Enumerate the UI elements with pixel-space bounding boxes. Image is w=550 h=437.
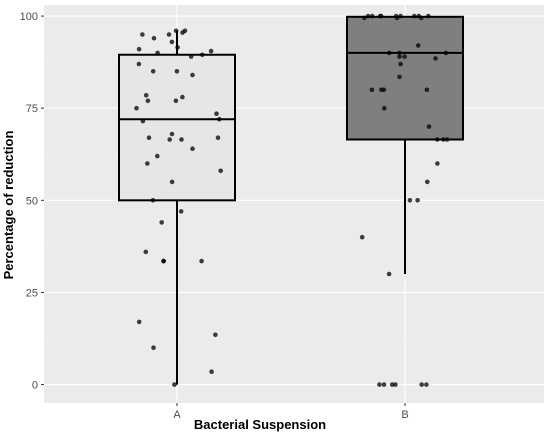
data-point: [435, 161, 440, 166]
data-point: [389, 382, 395, 387]
data-point: [377, 13, 383, 19]
data-point: [173, 28, 179, 34]
data-point: [169, 39, 175, 45]
data-point: [377, 382, 382, 387]
data-point: [397, 54, 402, 59]
data-point: [151, 345, 156, 351]
data-point: [145, 98, 151, 104]
data-point: [402, 54, 407, 59]
data-point: [386, 50, 392, 56]
data-point: [425, 179, 430, 185]
data-point: [382, 105, 387, 111]
data-point: [159, 220, 164, 225]
data-point: [136, 46, 142, 52]
data-point: [419, 15, 424, 21]
y-tick-label: 50: [26, 195, 38, 207]
jitter-points-layer: [134, 13, 450, 387]
data-point: [217, 116, 222, 122]
data-point: [169, 179, 175, 185]
data-point: [151, 35, 157, 41]
data-point: [143, 93, 149, 98]
data-point: [146, 135, 152, 140]
data-point: [441, 137, 446, 142]
data-point: [407, 198, 413, 203]
data-point: [167, 137, 172, 142]
data-point: [426, 124, 432, 129]
data-point: [143, 249, 149, 255]
data-point: [398, 13, 403, 19]
data-point: [172, 382, 177, 387]
data-point: [386, 271, 392, 277]
data-point: [362, 15, 367, 21]
data-point: [161, 258, 166, 264]
x-tick-label: B: [401, 409, 408, 421]
data-point: [415, 43, 421, 48]
box-B: [346, 15, 464, 141]
y-tick-label: 100: [20, 11, 38, 23]
box-A: [118, 53, 236, 202]
data-point: [178, 209, 184, 214]
data-point: [169, 131, 175, 137]
data-point: [150, 69, 156, 74]
data-point: [190, 146, 195, 151]
data-point: [180, 94, 185, 100]
data-point: [444, 137, 450, 142]
data-point: [397, 74, 402, 80]
data-point: [190, 72, 195, 78]
data-point: [150, 198, 156, 203]
data-point: [419, 382, 425, 387]
data-point: [365, 13, 371, 19]
data-point: [174, 69, 180, 74]
data-point: [145, 161, 150, 166]
data-point: [136, 61, 142, 67]
data-point: [188, 54, 194, 59]
data-point: [179, 137, 184, 142]
data-point: [381, 382, 387, 387]
data-point: [140, 32, 145, 37]
data-point: [173, 98, 179, 104]
data-point: [208, 48, 214, 54]
x-tick-label: A: [173, 409, 181, 421]
data-point: [218, 168, 223, 174]
data-point: [379, 87, 384, 93]
x-axis-title: Bacterial Suspension: [194, 417, 326, 432]
data-point: [433, 56, 438, 61]
data-point: [199, 258, 204, 264]
data-point: [443, 50, 449, 56]
data-point: [175, 45, 180, 50]
data-point: [136, 319, 142, 325]
data-point: [215, 135, 221, 140]
data-point: [394, 15, 400, 21]
data-point: [412, 13, 417, 19]
data-point: [155, 153, 160, 159]
y-axis: 0 25 50 75 100: [20, 11, 44, 392]
data-point: [393, 382, 398, 387]
data-point: [397, 50, 402, 56]
data-point: [182, 28, 188, 34]
data-point: [155, 50, 160, 56]
data-point: [369, 13, 375, 19]
data-point: [166, 32, 172, 37]
data-point: [415, 198, 420, 203]
y-tick-label: 75: [26, 103, 38, 115]
data-point: [200, 52, 205, 58]
data-point: [369, 87, 375, 93]
data-point: [134, 105, 139, 111]
y-tick-label: 0: [32, 380, 38, 392]
data-point: [435, 137, 440, 142]
data-point: [426, 13, 431, 19]
data-point: [424, 87, 430, 93]
y-tick-label: 25: [26, 287, 38, 299]
data-point: [213, 332, 218, 338]
y-axis-title: Percentage of reduction: [1, 131, 16, 280]
data-point: [359, 234, 365, 240]
data-point: [214, 111, 219, 116]
data-point: [140, 118, 146, 124]
data-point: [424, 382, 429, 387]
data-point: [209, 369, 214, 375]
data-point: [398, 61, 403, 67]
boxes-layer: [118, 15, 464, 385]
